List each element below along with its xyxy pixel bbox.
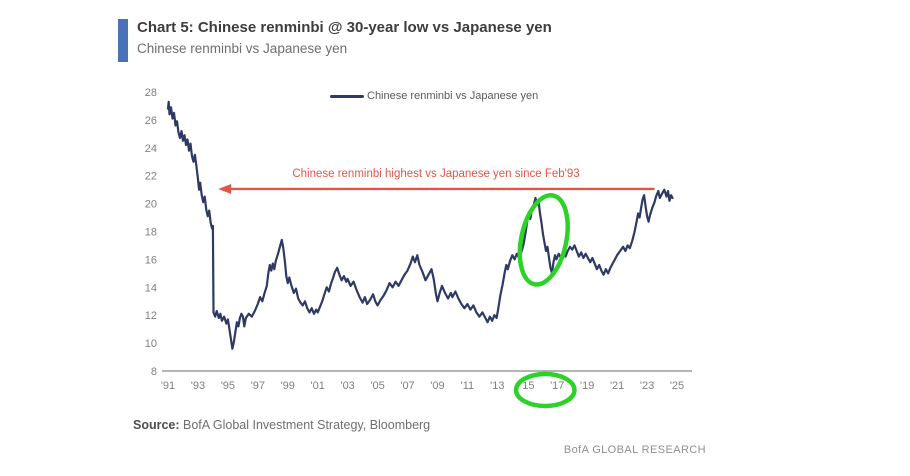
y-axis-tick-label: 18	[145, 227, 157, 239]
source-text: BofA Global Investment Strategy, Bloombe…	[179, 418, 431, 432]
y-axis-tick-label: 20	[145, 199, 157, 211]
source-note: Source: BofA Global Investment Strategy,…	[133, 418, 430, 432]
legend-line-swatch	[330, 94, 364, 98]
accent-bar	[118, 19, 128, 62]
annotation-arrowhead-icon	[218, 183, 232, 194]
chart-header: Chart 5: Chinese renminbi @ 30-year low …	[118, 19, 552, 62]
y-axis-tick-label: 22	[145, 171, 157, 183]
highlight-circle	[513, 371, 577, 409]
chart-subtitle: Chinese renminbi vs Japanese yen	[137, 40, 348, 56]
x-axis-tick-label: '15	[520, 380, 534, 392]
x-axis-tick-label: '05	[370, 380, 384, 392]
x-axis-tick-label: '25	[670, 380, 684, 392]
x-axis-tick-label: '99	[281, 380, 295, 392]
source-label: Source:	[133, 418, 180, 432]
x-axis-tick-label: '19	[580, 380, 594, 392]
y-axis-tick-label: 14	[145, 282, 157, 294]
chart-title: Chart 5: Chinese renminbi @ 30-year low …	[137, 19, 552, 36]
annotation-text: Chinese renminbi highest vs Japanese yen…	[292, 168, 579, 180]
highlight-circle	[517, 193, 570, 287]
x-axis-tick-label: '09	[430, 380, 444, 392]
x-axis-tick-label: '21	[610, 380, 624, 392]
y-axis-tick-label: 8	[151, 366, 157, 378]
header-text-block: Chart 5: Chinese renminbi @ 30-year low …	[137, 19, 552, 62]
x-axis-tick-label: '93	[191, 380, 205, 392]
y-axis-tick-label: 28	[145, 87, 157, 99]
renminbi-yen-line-series	[166, 100, 674, 350]
y-axis-tick-label: 12	[145, 310, 157, 322]
y-axis-tick-label: 24	[145, 143, 157, 155]
y-axis-tick-label: 26	[145, 115, 157, 127]
y-axis-tick-label: 16	[145, 254, 157, 266]
x-axis-tick-label: '23	[640, 380, 654, 392]
y-axis-tick-label: 10	[145, 338, 157, 350]
x-axis-tick-label: '91	[161, 380, 175, 392]
x-axis-tick-label: '95	[221, 380, 235, 392]
legend: Chinese renminbi vs Japanese yen	[330, 90, 538, 102]
x-axis-tick-label: '11	[461, 380, 475, 392]
x-axis-tick-label: '01	[311, 380, 325, 392]
brand-note: BofA GLOBAL RESEARCH	[563, 444, 706, 456]
x-axis-tick-label: '13	[490, 380, 504, 392]
x-axis-tick-label: '07	[400, 380, 414, 392]
x-axis-tick-label: '03	[340, 380, 354, 392]
x-axis-tick-label: '17	[550, 380, 564, 392]
legend-label: Chinese renminbi vs Japanese yen	[367, 90, 539, 102]
x-axis-tick-label: '97	[251, 380, 265, 392]
